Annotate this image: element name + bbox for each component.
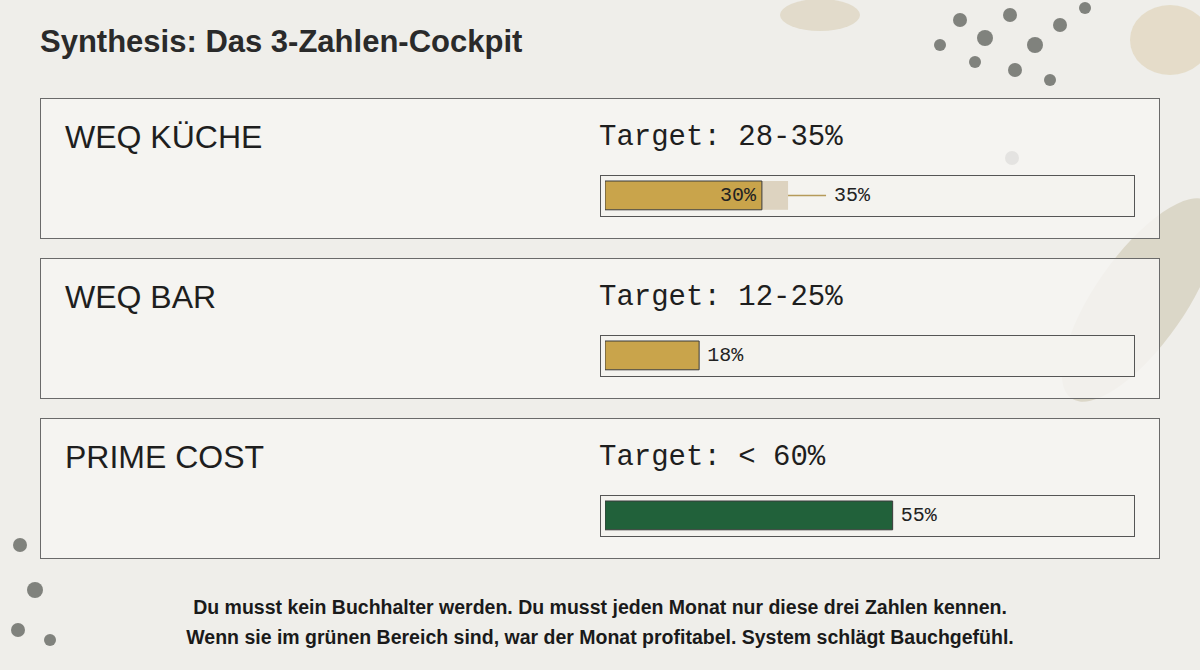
- svg-text:35%: 35%: [834, 184, 871, 207]
- html-text:Target: 28-35%: Target: 28-35%: [599, 121, 843, 154]
- svg-text:18%: 18%: [707, 344, 744, 367]
- html-text:Target: < 60%: Target: < 60%: [599, 441, 826, 474]
- html-text:Synthesis: Das 3-Zahlen-Cockpi: Synthesis: Das 3-Zahlen-Cockpit: [40, 24, 523, 59]
- html-text:WEQ KÜCHE: WEQ KÜCHE: [65, 119, 263, 155]
- svg-text:30%: 30%: [720, 184, 757, 207]
- html-text:Du musst kein Buchhalter werde: Du musst kein Buchhalter werden. Du muss…: [193, 596, 1007, 618]
- html-text:WEQ BAR: WEQ BAR: [65, 279, 217, 315]
- html-text:Wenn sie im grünen Bereich sin: Wenn sie im grünen Bereich sind, war der…: [186, 626, 1014, 648]
- svg-text:55%: 55%: [901, 504, 938, 527]
- html-text:PRIME COST: PRIME COST: [65, 439, 265, 475]
- html-text:Target: 12-25%: Target: 12-25%: [599, 281, 843, 314]
